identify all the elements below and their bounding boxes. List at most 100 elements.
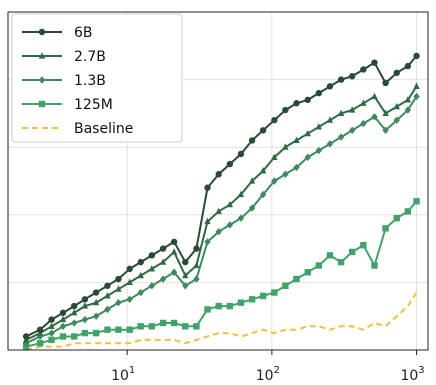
data-point	[81, 302, 89, 309]
x-axis: 101 102 103	[111, 350, 425, 384]
data-point	[337, 109, 345, 116]
data-point	[193, 261, 200, 269]
data-point	[182, 258, 189, 266]
data-point	[237, 299, 245, 306]
series-baseline	[25, 291, 418, 351]
data-point	[248, 137, 256, 144]
data-point	[70, 319, 78, 327]
data-point	[360, 242, 367, 249]
data-point	[204, 217, 211, 225]
data-point	[413, 52, 420, 60]
data-point	[282, 143, 289, 150]
data-point	[59, 333, 67, 340]
data-point	[293, 136, 300, 144]
data-point	[170, 268, 178, 276]
data-point	[22, 333, 30, 340]
data-point	[382, 225, 389, 232]
data-point	[315, 262, 322, 269]
data-point	[193, 275, 200, 283]
data-point	[182, 282, 189, 290]
data-point	[404, 96, 412, 103]
data-point	[259, 127, 267, 134]
series-line-baseline	[25, 291, 418, 351]
data-point	[126, 265, 133, 273]
legend-item-125m: 125M	[22, 97, 113, 113]
x-tick-label: 103	[400, 365, 424, 384]
data-point	[304, 96, 311, 104]
x-tick-label: 101	[111, 365, 135, 384]
legend-item-6b: 6B	[22, 25, 93, 41]
data-point	[215, 171, 222, 178]
data-point	[248, 204, 256, 212]
data-point	[70, 302, 78, 310]
data-point	[348, 248, 356, 256]
data-point	[271, 153, 278, 160]
data-point	[237, 150, 245, 158]
data-point	[92, 289, 100, 296]
data-point	[237, 190, 245, 198]
data-point	[393, 102, 400, 110]
legend-label: 1.3B	[74, 73, 106, 89]
data-point	[382, 126, 389, 134]
data-point	[371, 92, 378, 100]
data-point	[271, 116, 278, 124]
data-point	[371, 59, 378, 66]
series-6b	[22, 52, 420, 340]
data-point	[126, 278, 133, 285]
data-point	[36, 340, 44, 347]
data-point	[315, 123, 322, 130]
data-point	[237, 214, 245, 222]
data-point	[393, 214, 400, 222]
data-point	[81, 329, 89, 337]
data-point	[115, 326, 122, 333]
data-point	[92, 329, 100, 337]
data-point	[326, 252, 334, 259]
data-point	[371, 262, 378, 269]
data-point	[115, 298, 122, 307]
data-point	[293, 100, 300, 107]
data-point	[259, 190, 267, 199]
data-point	[104, 292, 111, 299]
data-point	[382, 79, 389, 87]
data-point	[282, 106, 289, 114]
series-125m	[22, 198, 420, 350]
data-point	[226, 302, 234, 310]
data-point	[371, 113, 378, 121]
data-point	[81, 315, 89, 324]
legend-label: 2.7B	[74, 49, 106, 65]
data-point	[159, 258, 167, 265]
data-point	[404, 106, 412, 114]
legend-item-2-7b: 2.7B	[22, 49, 106, 65]
legend-marker	[38, 76, 46, 84]
data-point	[159, 275, 167, 283]
data-point	[148, 252, 156, 259]
data-point	[204, 184, 211, 191]
data-point	[326, 140, 334, 148]
data-point	[148, 282, 156, 290]
x-tick-label: 102	[256, 365, 280, 384]
data-point	[271, 177, 278, 185]
data-point	[170, 248, 178, 255]
data-point	[337, 133, 345, 141]
data-point	[170, 238, 178, 246]
data-point	[248, 177, 256, 184]
data-point	[104, 282, 111, 289]
data-point	[70, 309, 78, 316]
data-point	[337, 76, 345, 83]
series-2-7b	[22, 82, 420, 343]
data-point	[315, 89, 322, 97]
data-point	[148, 323, 156, 330]
data-point	[126, 326, 133, 333]
data-point	[293, 163, 300, 172]
data-point	[148, 265, 156, 272]
legend-label: Baseline	[74, 121, 133, 137]
data-point	[36, 326, 44, 333]
data-point	[248, 296, 256, 303]
data-point	[413, 82, 420, 89]
data-point	[137, 271, 144, 279]
data-point	[337, 258, 345, 266]
data-point	[104, 326, 111, 333]
data-point	[348, 73, 356, 80]
data-point	[226, 200, 234, 208]
